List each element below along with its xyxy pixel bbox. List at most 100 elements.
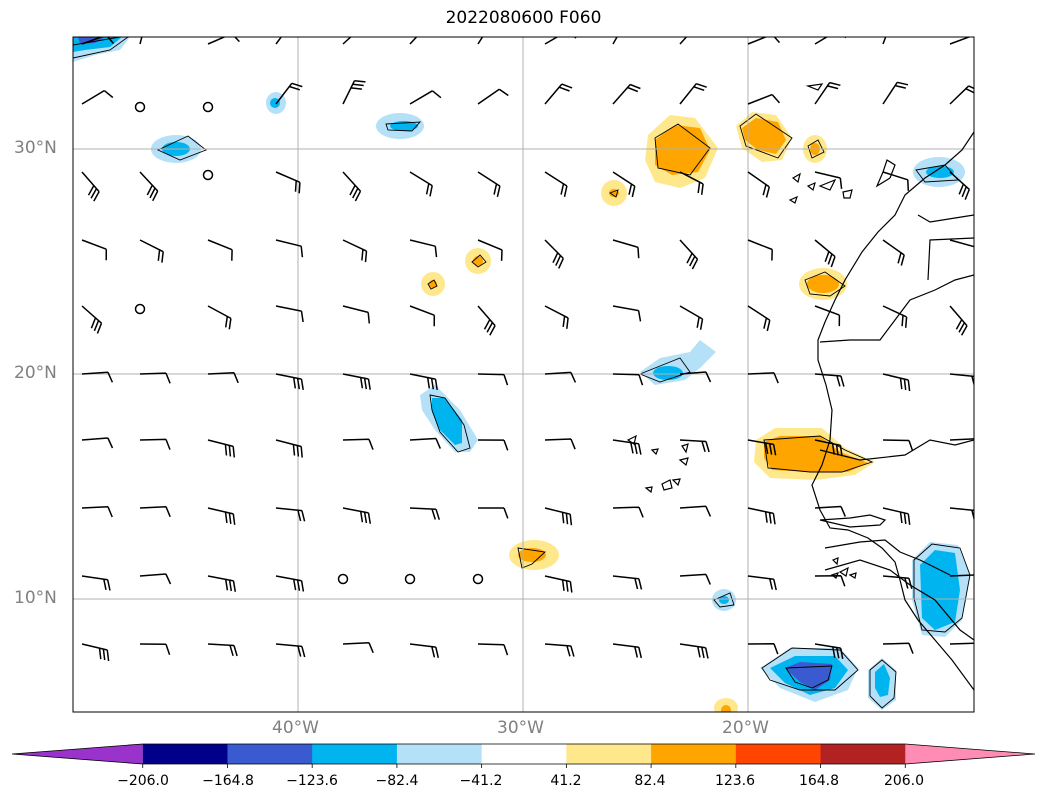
plot-frame [72,36,975,713]
wind-barb [81,37,115,45]
wind-barb [207,371,239,384]
wind-barb [81,643,110,662]
wind-barb [81,437,114,449]
wind-barb [409,90,442,105]
wind-barb [949,171,970,200]
wind-barb [612,37,618,45]
wind-barb [814,439,843,457]
wind-barbs [81,37,974,662]
wind-barb [409,643,440,658]
wind-barb [747,305,771,332]
wind-barb [612,373,644,386]
wind-barb [679,37,688,45]
wind-barb [342,79,366,105]
wind-barb [747,171,771,198]
wind-barb [342,239,368,263]
wind-barb [814,505,846,517]
lon-label-30w: 30°W [497,718,544,738]
wind-barb [275,575,305,592]
colorbar-segment [481,744,567,764]
wind-barb [81,89,114,105]
wind-barb [207,37,240,45]
wind-barb [747,507,776,525]
wind-barb [342,305,371,324]
wind-barb [477,305,496,336]
wind-barb [814,305,841,327]
wind-barb [275,507,306,522]
lat-label-10n: 10°N [14,588,57,608]
wind-barb [814,171,843,189]
colorbar-segment [905,744,1035,764]
wind-barb [275,171,301,194]
wind-barb [949,438,974,441]
wind-barb [882,373,911,392]
wind-barb [612,171,636,198]
wind-barb [342,373,371,390]
wind-barb [544,239,564,269]
wind-barb [477,643,509,656]
wind-barb [81,371,114,383]
wind-barb [81,575,111,591]
wind-barb [882,81,909,105]
wind-barb [747,643,779,655]
wind-barb [949,37,972,45]
wind-barb [544,438,576,450]
wind-barb [544,171,568,197]
calm-wind-marker [202,169,214,181]
wind-barb [949,373,974,387]
wind-barb [949,239,974,248]
wind-barb [882,642,914,654]
wind-barb [949,305,968,336]
wind-barb [478,507,509,519]
wind-barb [139,438,171,450]
colorbar-segment [566,744,652,764]
colorbar-segment [12,744,143,764]
wind-barb [679,439,710,453]
wind-barb [139,37,143,45]
wind-barb [477,239,503,261]
wind-barb [747,439,777,456]
wind-barb [882,171,910,191]
wind-barb [612,575,643,590]
wind-barb [477,88,509,105]
calm-wind-marker [134,303,146,315]
colorbar-tick-label: 41.2 [550,773,582,789]
colorbar-tick-label: 164.8 [798,773,840,789]
colorbar-tick-label: −164.8 [202,773,254,789]
lat-label-30n: 30°N [14,138,57,158]
wind-barb [747,37,781,45]
wind-barb [882,507,911,525]
colorbar-tick-label: −206.0 [117,773,169,789]
calm-wind-marker [202,101,214,113]
calm-wind-marker [134,101,146,113]
wind-barb [814,239,836,268]
wind-barb [679,573,711,585]
wind-barb [612,506,644,518]
colorbar-tick-label: 206.0 [883,773,925,789]
wind-barb [409,239,438,258]
wind-barb [275,643,306,658]
colorbar-segment [312,744,398,764]
wind-barb [882,239,905,266]
calm-wind-marker [472,573,484,585]
wind-barb [275,37,283,45]
wind-barb [814,575,846,587]
lat-label-20n: 20°N [14,363,57,383]
wind-barb [81,305,103,334]
colorbar-segment [651,744,737,764]
wind-barb [139,171,159,202]
contour-lines [73,37,971,709]
colorbar-tick-label: −41.2 [459,773,503,789]
wind-barb [139,505,171,518]
wind-barb [544,575,573,593]
lon-label-20w: 20°W [722,718,769,738]
wind-barb [477,37,484,45]
wind-barb [747,93,781,105]
wind-barb [207,239,233,261]
wind-barb [882,439,914,452]
wind-barb [544,507,573,526]
wind-barb [139,239,164,263]
wind-barb [81,506,113,518]
colorbar-tick-label: −82.4 [375,773,419,789]
